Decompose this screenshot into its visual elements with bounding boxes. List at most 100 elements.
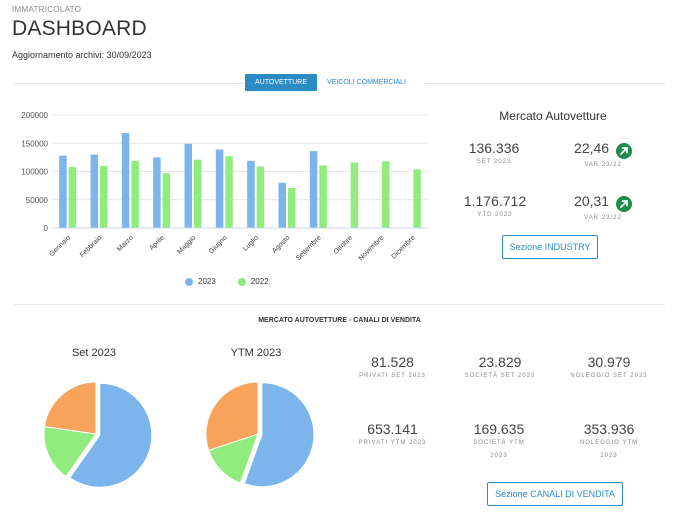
tab-veicoli-commerciali[interactable]: VEICOLI COMMERCIALI xyxy=(327,79,406,86)
update-label: Aggiornamento archivi: xyxy=(12,50,105,60)
arrow-up-right-icon xyxy=(615,196,632,212)
y-tick-label: 50000 xyxy=(26,196,49,205)
channel-kpi-privati-ytm: 653.141 PRIVATI YTM 2023 xyxy=(345,421,440,450)
y-tick-label: 150000 xyxy=(21,139,48,148)
y-tick-label: 100000 xyxy=(21,168,48,177)
kpi-var-ytd-row: 20,31 xyxy=(563,193,643,212)
x-tick-label: Marzo xyxy=(116,234,135,253)
pie-slice-noleggio[interactable] xyxy=(43,381,97,435)
kpi-var-ytd-value: 20,31 xyxy=(574,193,610,209)
y-tick-label: 200000 xyxy=(21,111,48,120)
bar-2023-giugno[interactable] xyxy=(215,149,224,228)
bar-2022-novembre[interactable] xyxy=(382,161,390,228)
bar-2023-aprile[interactable] xyxy=(153,157,161,228)
x-tick-label: Agosto xyxy=(271,234,291,254)
kpi-var-set: 22,46 VAR 23/22 xyxy=(563,140,643,172)
bar-2023-febbraio[interactable] xyxy=(90,154,99,228)
pie-ytm-title: YTM 2023 xyxy=(230,347,282,359)
bar-2023-luglio[interactable] xyxy=(247,160,255,228)
legend-2023-label[interactable]: 2023 xyxy=(198,277,216,286)
x-tick-label: Settembre xyxy=(295,234,323,262)
kpi-var-ytd: 20,31 VAR 23/22 xyxy=(563,193,643,225)
bar-2022-ottobre[interactable] xyxy=(350,162,359,228)
page-title: DASHBOARD xyxy=(12,17,147,40)
monthly-registrations-chart: 0 50000 100000 150000 200000 Gennaio Febbraio M… xyxy=(21,111,428,262)
tab-autovetture[interactable]: AUTOVETTURE xyxy=(245,74,317,91)
bar-2022-agosto[interactable] xyxy=(288,187,296,228)
x-tick-label: Aprile xyxy=(148,234,166,252)
page-eyebrow: IMMATRICOLATO xyxy=(12,5,82,14)
pie-slice-noleggio[interactable] xyxy=(205,381,259,451)
y-tick-label: 0 xyxy=(44,224,49,233)
channels-section-button[interactable]: Sezione CANALI DI VENDITA xyxy=(487,482,623,506)
kpi-ytd-value: 1.176.712 xyxy=(463,193,527,209)
x-tick-label: Dicembre xyxy=(391,234,417,260)
channels-section-title: MERCATO AUTOVETTURE - CANALI DI VENDITA xyxy=(258,317,421,324)
bar-2022-luglio[interactable] xyxy=(256,166,265,228)
kpi-var-ytd-label: VAR 23/22 xyxy=(584,215,622,221)
kpi-ytd: 1.176.712 YTD 2023 xyxy=(447,193,543,222)
legend-2022-label[interactable]: 2022 xyxy=(250,277,269,286)
pie-set-chart xyxy=(43,381,153,488)
channel-kpi-label: PRIVATI SET 2023 xyxy=(359,373,426,379)
channel-kpi-value: 353.936 xyxy=(583,421,635,437)
arrow-up-right-icon xyxy=(615,143,632,159)
bar-2022-dicembre[interactable] xyxy=(413,169,421,228)
bar-2022-maggio[interactable] xyxy=(194,159,202,228)
pie-ytm-chart xyxy=(205,381,315,488)
tab-bar: AUTOVETTURE VEICOLI COMMERCIALI xyxy=(245,74,416,91)
channel-kpi-label: SOCIETÀ YTM 2023 xyxy=(473,440,525,459)
industry-section-button[interactable]: Sezione INDUSTRY xyxy=(502,235,598,259)
bar-2023-agosto[interactable] xyxy=(278,182,287,228)
bar-2022-giugno[interactable] xyxy=(225,156,233,228)
section-divider xyxy=(14,304,665,305)
bar-2022-aprile[interactable] xyxy=(162,173,171,228)
tabs-divider-right xyxy=(425,83,665,84)
channel-kpi-label: NOLEGGIO YTM 2023 xyxy=(579,440,639,459)
x-tick-label: Gennaio xyxy=(48,234,72,258)
kpi-set-label: SET 2023 xyxy=(476,159,512,165)
bar-2022-marzo[interactable] xyxy=(131,160,139,228)
update-date: 30/09/2023 xyxy=(106,50,152,60)
x-tick-label: Febbraio xyxy=(79,234,104,259)
bar-2023-maggio[interactable] xyxy=(184,143,193,228)
channel-kpi-societa-set: 23.829 SOCIETÀ SET 2023 xyxy=(455,354,545,383)
x-tick-label: Luglio xyxy=(242,234,260,252)
kpi-var-set-label: VAR 23/22 xyxy=(584,162,622,168)
kpi-ytd-label: YTD 2023 xyxy=(477,212,513,218)
channel-kpi-value: 81.528 xyxy=(371,354,414,370)
legend-2023-swatch xyxy=(185,277,193,286)
bar-2022-febbraio[interactable] xyxy=(100,165,108,228)
channel-kpi-label: PRIVATI YTM 2023 xyxy=(358,440,427,446)
x-tick-label: Giugno xyxy=(208,234,229,255)
pie-slice-privati[interactable] xyxy=(243,382,315,488)
kpi-set: 136.336 SET 2023 xyxy=(454,140,534,169)
channel-kpi-noleggio-ytm: 353.936 NOLEGGIO YTM 2023 xyxy=(572,421,646,463)
kpi-set-value: 136.336 xyxy=(468,140,520,156)
channel-kpi-privati-set: 81.528 PRIVATI SET 2023 xyxy=(345,354,440,383)
x-tick-label: Novembre xyxy=(358,234,386,262)
channel-kpi-value: 30.979 xyxy=(587,354,631,370)
tabs-divider-left xyxy=(14,83,244,84)
bar-2023-settembre[interactable] xyxy=(309,151,318,228)
legend-2022-swatch xyxy=(237,277,246,286)
bar-2023-gennaio[interactable] xyxy=(59,155,67,228)
bar-2022-gennaio[interactable] xyxy=(68,166,77,228)
channel-kpi-value: 653.141 xyxy=(367,421,418,437)
channel-kpi-societa-ytm: 169.635 SOCIETÀ YTM 2023 xyxy=(464,421,534,463)
x-tick-label: Ottobre xyxy=(333,234,355,256)
kpi-var-set-row: 22,46 xyxy=(563,140,643,159)
market-title: Mercato Autovetture xyxy=(499,109,607,123)
channel-kpi-noleggio-set: 30.979 NOLEGGIO SET 2023 xyxy=(568,354,650,383)
pie-slice-privati[interactable] xyxy=(69,382,153,488)
bar-2022-settembre[interactable] xyxy=(319,165,327,228)
channel-kpi-value: 23.829 xyxy=(478,354,522,370)
channel-kpi-label: NOLEGGIO SET 2023 xyxy=(570,373,648,379)
chart-legend: 2023 2022 xyxy=(185,277,269,286)
bar-2023-marzo[interactable] xyxy=(121,133,130,228)
channel-kpi-value: 169.635 xyxy=(473,421,525,437)
kpi-var-set-value: 22,46 xyxy=(574,140,610,156)
channel-kpi-label: SOCIETÀ SET 2023 xyxy=(464,373,536,379)
x-tick-label: Maggio xyxy=(176,234,197,255)
pie-slice-società[interactable] xyxy=(43,426,97,478)
